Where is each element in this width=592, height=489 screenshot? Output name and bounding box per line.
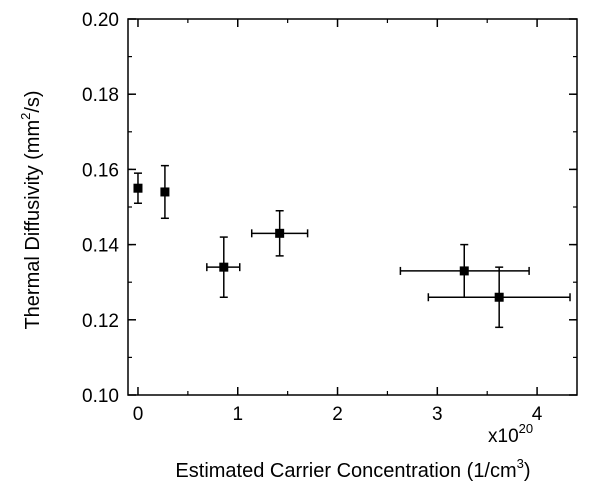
y-tick-label: 0.14 (82, 236, 119, 257)
y-tick-label: 0.16 (82, 160, 119, 181)
data-point (275, 228, 285, 238)
x-tick-label: 3 (432, 404, 443, 425)
x-tick-label: 4 (532, 404, 543, 425)
x-multiplier-base: x10 (488, 426, 519, 447)
tick-labels: 0 1 2 3 4 0.10 0.12 0.14 0.16 0.18 0.20 (82, 10, 543, 425)
y-axis-title-closing: /s) (22, 90, 44, 112)
x-multiplier-exponent: 20 (519, 421, 533, 436)
y-tick-label: 0.18 (82, 85, 119, 106)
x-tick-label: 0 (133, 404, 144, 425)
major-ticks (128, 18, 577, 396)
error-bars (133, 164, 571, 329)
x-tick-label: 1 (232, 404, 243, 425)
x-tick-label: 2 (332, 404, 343, 425)
y-axis-title-text: Thermal Diffusivity (mm (22, 120, 44, 330)
x-axis-title-text: Estimated Carrier Concentration (1/cm (175, 460, 516, 482)
y-tick-label: 0.20 (82, 10, 119, 31)
plot-frame (127, 18, 578, 396)
y-tick-label: 0.10 (82, 386, 119, 407)
x-axis-multiplier: x1020 (488, 421, 533, 447)
y-tick-label: 0.12 (82, 311, 119, 332)
x-axis-title-closing: ) (524, 460, 531, 482)
data-point (459, 266, 469, 276)
y-axis-title: Thermal Diffusivity (mm2/s) (18, 90, 44, 329)
data-point (494, 292, 504, 302)
x-axis-title: Estimated Carrier Concentration (1/cm3) (175, 456, 530, 482)
minor-ticks (128, 19, 577, 395)
x-axis-title-superscript: 3 (517, 456, 524, 471)
data-point (133, 183, 143, 193)
data-points (133, 183, 504, 302)
y-axis-title-superscript: 2 (18, 113, 33, 120)
data-point (219, 262, 229, 272)
data-point (160, 187, 170, 197)
